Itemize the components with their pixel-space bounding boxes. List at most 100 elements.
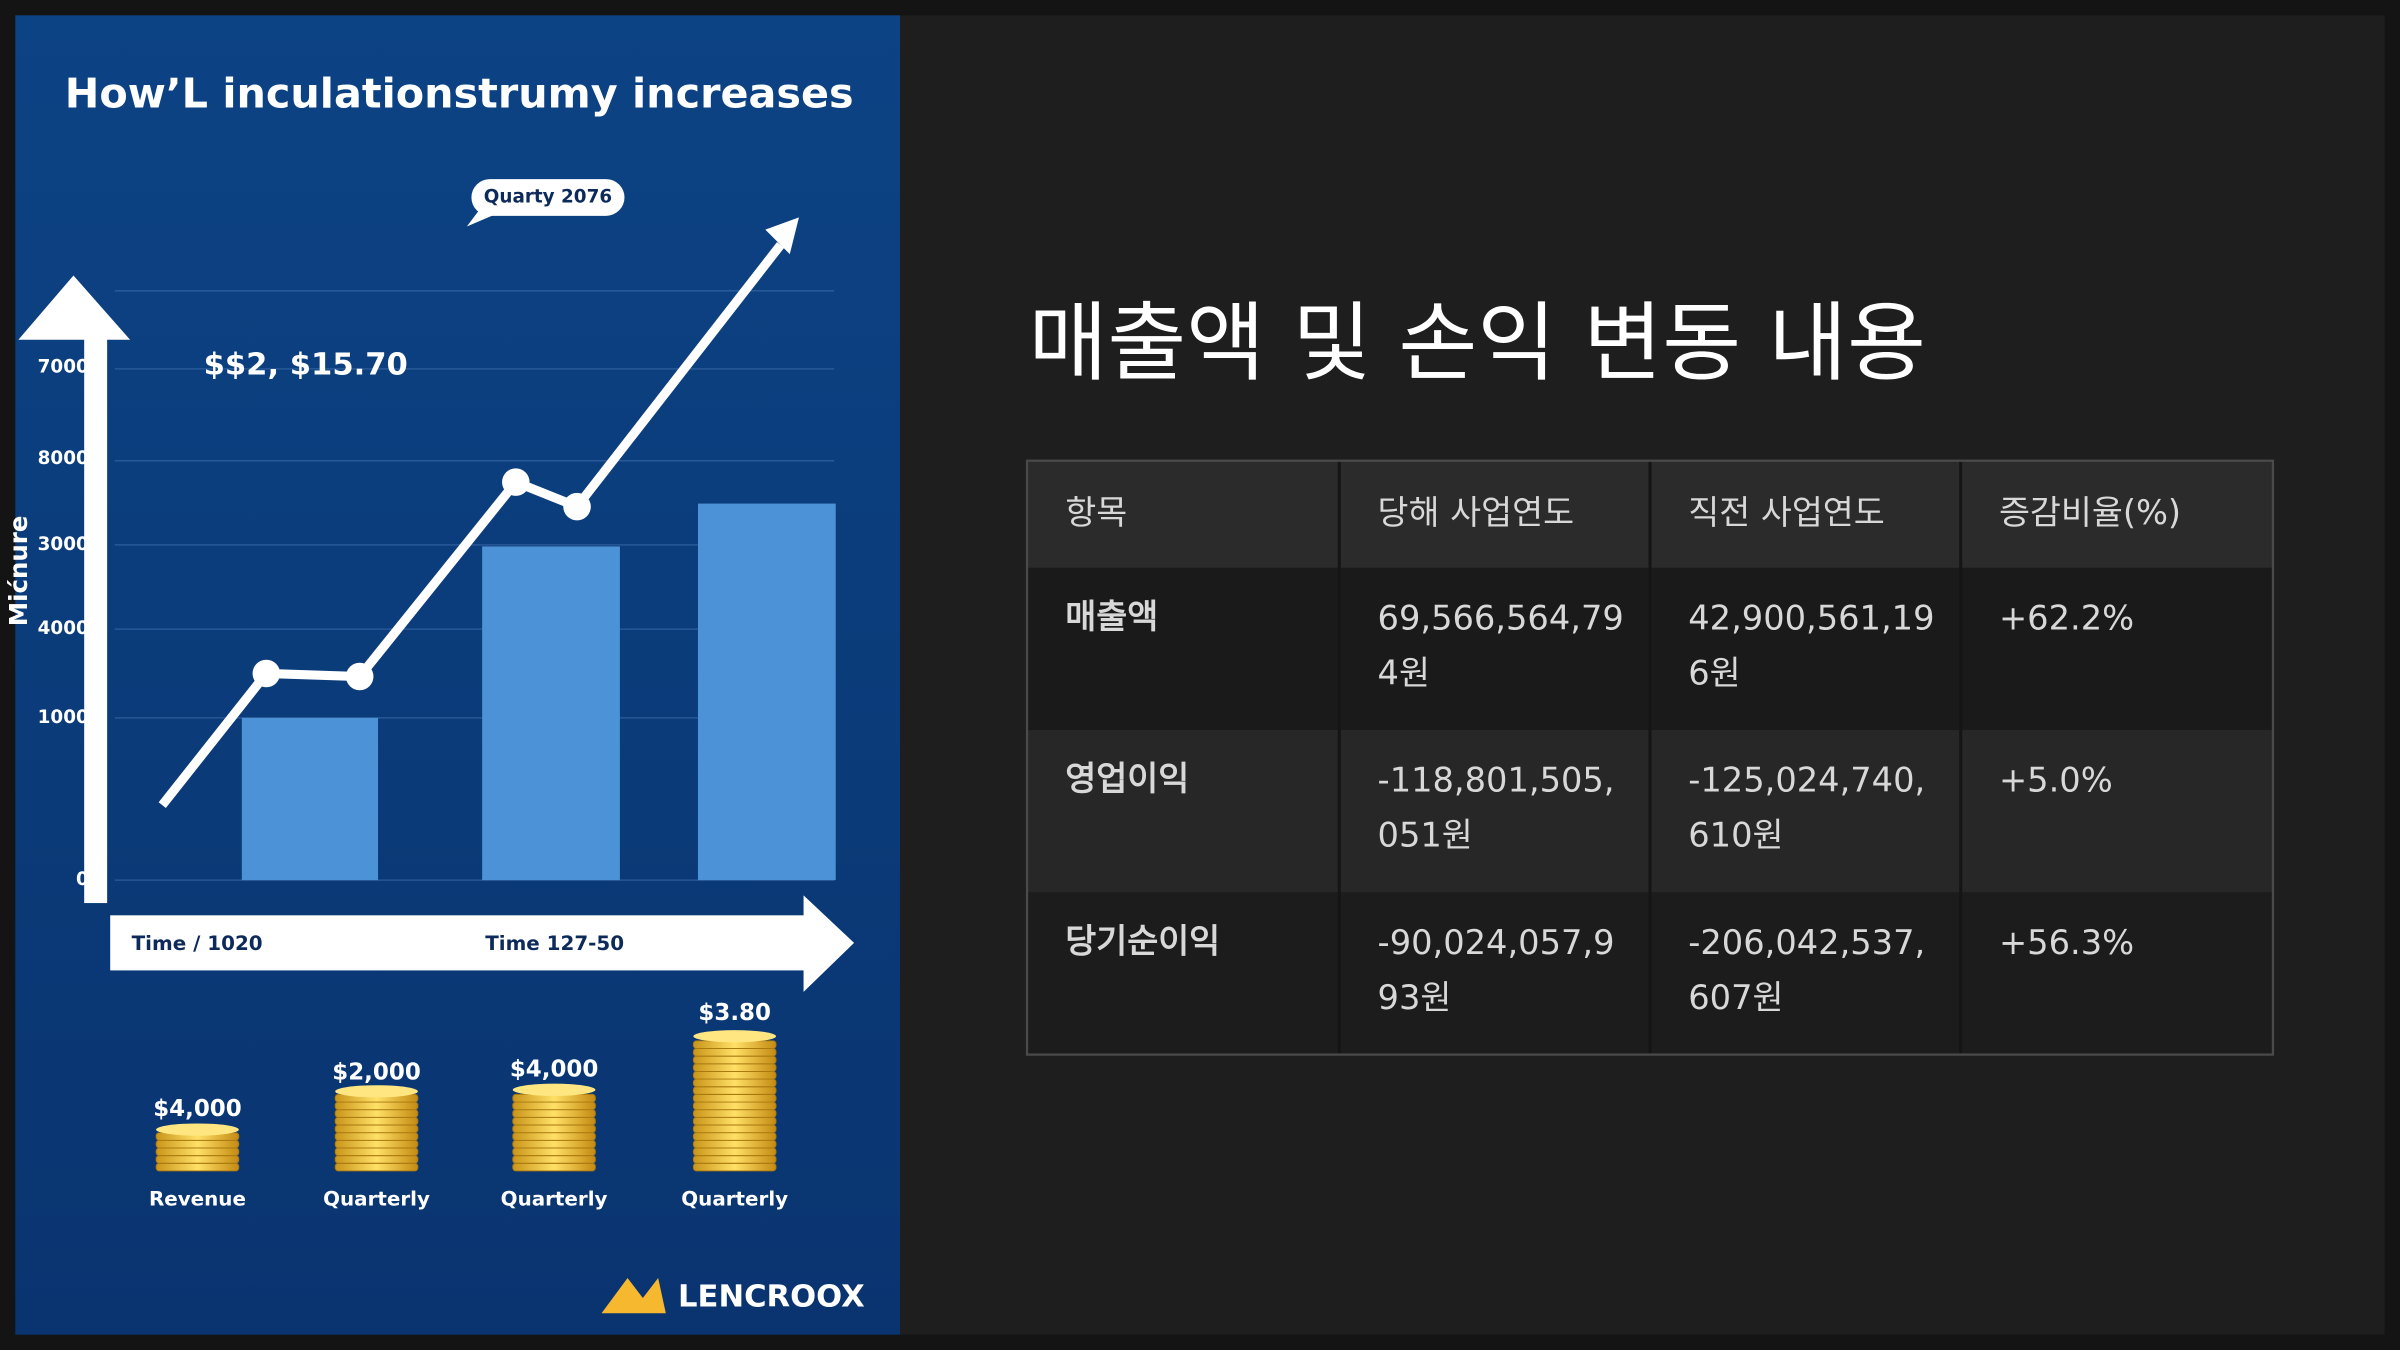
coin: [155, 1162, 240, 1172]
coin: [334, 1147, 419, 1157]
cell-line: 69,566,564,79: [1378, 598, 1624, 637]
header-cell: 항목: [1065, 493, 1127, 532]
callout-tail: [466, 208, 499, 227]
row-label: 영업이익: [1065, 759, 1189, 798]
y-tick-label: 4000: [38, 618, 89, 639]
coin: [512, 1101, 596, 1111]
coin: [692, 1078, 777, 1088]
coin: [334, 1109, 419, 1118]
slide-title: 매출액 및 손익 변동 내용: [1029, 293, 1926, 393]
coin: [334, 1116, 419, 1126]
coin: [512, 1132, 596, 1141]
bar: [697, 503, 836, 881]
coin-top: [335, 1085, 418, 1098]
coin: [512, 1147, 596, 1157]
coin-top: [512, 1083, 596, 1096]
trend-points: [252, 468, 591, 691]
coin: [334, 1155, 419, 1164]
table-border: [1025, 459, 2275, 1056]
coin: [334, 1162, 419, 1172]
coin: [334, 1124, 419, 1134]
coin: [692, 1116, 777, 1126]
y-arrow-head: [18, 275, 131, 340]
coin: [155, 1155, 240, 1164]
cell-line: -206,042,537,: [1688, 923, 1925, 962]
coin: [692, 1048, 777, 1057]
row-label: 당기순이익: [1065, 921, 1220, 960]
coin: [692, 1147, 777, 1157]
coin-top: [693, 1030, 777, 1043]
coin: [692, 1132, 777, 1141]
coin: [692, 1101, 777, 1111]
coin: [155, 1139, 240, 1149]
brand-logo: [601, 1278, 666, 1314]
header-cell: 증감비율(%): [1999, 493, 2181, 532]
coin: [512, 1109, 596, 1118]
y-tick-label: 3000: [38, 534, 89, 555]
coin: [692, 1070, 777, 1080]
x-label: Time 127-50: [485, 932, 624, 955]
coin-amount: $4,000: [510, 1056, 599, 1082]
bar: [241, 717, 379, 881]
coin: [692, 1155, 777, 1164]
cell-line: +56.3%: [1999, 923, 2134, 962]
cell-line: 6원: [1688, 654, 1740, 693]
y-label: Mićnure: [4, 516, 33, 627]
value-note: $$2, $15.70: [204, 347, 408, 382]
coin-label: Quarterly: [323, 1188, 430, 1211]
row-label: 매출액: [1065, 597, 1158, 636]
cell-line: 4원: [1378, 654, 1430, 693]
y-arrow: [84, 336, 108, 904]
coin: [692, 1139, 777, 1149]
y-tick-label: 8000: [38, 448, 89, 469]
cell-line: +5.0%: [1999, 761, 2113, 800]
coin-amount: $2,000: [332, 1059, 421, 1085]
cell-line: +62.2%: [1999, 598, 2134, 637]
coin: [692, 1063, 777, 1072]
coin: [512, 1124, 596, 1134]
coin: [692, 1086, 777, 1095]
coin: [334, 1139, 419, 1149]
cell-line: -90,024,057,9: [1378, 923, 1615, 962]
coin: [512, 1162, 596, 1172]
brand: LENCROOX: [678, 1279, 865, 1314]
coin-label: Revenue: [149, 1188, 246, 1211]
coin: [334, 1101, 419, 1111]
cell-line: 051원: [1378, 816, 1473, 855]
trend-line: [158, 242, 785, 808]
header-cell: 당해 사업연도: [1378, 493, 1574, 532]
coin-amount: $4,000: [153, 1096, 242, 1122]
cell-line: 607원: [1688, 978, 1783, 1017]
coin: [692, 1162, 777, 1172]
cell-line: 610원: [1688, 816, 1783, 855]
coin: [512, 1155, 596, 1164]
y-tick-label: 1000: [38, 707, 89, 728]
x-label: Time / 1020: [132, 932, 263, 955]
coin: [512, 1116, 596, 1126]
trend-arrow: [765, 217, 799, 255]
y-tick-label: 7000: [38, 356, 89, 377]
coin-label: Quarterly: [501, 1188, 608, 1211]
header-cell: 직전 사업연도: [1688, 493, 1884, 532]
coin: [334, 1132, 419, 1141]
bar: [482, 546, 620, 881]
coin-label: Quarterly: [681, 1188, 788, 1211]
callout: [471, 179, 625, 216]
cell-line: -125,024,740,: [1688, 761, 1925, 800]
infographic-title: How’L inculationstrumy increases: [65, 69, 854, 117]
coin: [692, 1055, 777, 1065]
cell-line: -118,801,505,: [1378, 761, 1615, 800]
coin: [155, 1147, 240, 1157]
coin: [692, 1093, 777, 1103]
cell-line: 42,900,561,19: [1688, 598, 1934, 637]
coin-amount: $3.80: [698, 1000, 771, 1026]
coin: [692, 1124, 777, 1134]
coin-top: [156, 1123, 239, 1136]
cell-line: 93원: [1378, 978, 1452, 1017]
x-arrow-head: [803, 895, 855, 992]
callout-text: Quarty 2076: [484, 186, 612, 207]
coin: [692, 1109, 777, 1118]
coin: [512, 1139, 596, 1149]
